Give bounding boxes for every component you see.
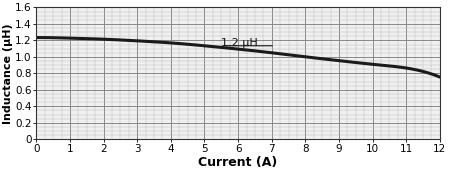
Y-axis label: Inductance (μH): Inductance (μH) xyxy=(4,23,13,124)
X-axis label: Current (A): Current (A) xyxy=(198,155,278,169)
Text: 1.2 μH: 1.2 μH xyxy=(221,38,258,48)
